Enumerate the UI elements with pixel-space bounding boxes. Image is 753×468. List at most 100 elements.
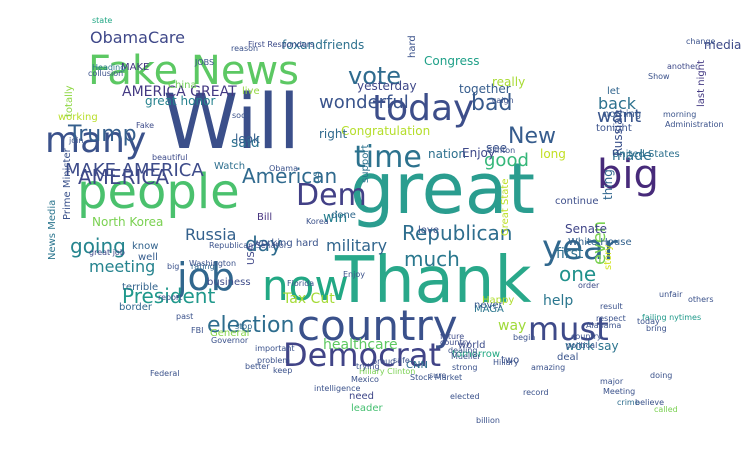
cloud-word: deal bbox=[557, 352, 578, 363]
cloud-word: nothing bbox=[603, 109, 641, 120]
cloud-word: done bbox=[331, 210, 356, 221]
cloud-word: major bbox=[600, 377, 624, 386]
cloud-word: AMERICA GREAT bbox=[122, 84, 237, 100]
cloud-word: country bbox=[571, 332, 602, 341]
cloud-word: caign bbox=[492, 96, 514, 105]
cloud-word: going bbox=[70, 234, 126, 258]
cloud-word: day bbox=[245, 232, 282, 256]
cloud-word: President bbox=[122, 284, 215, 308]
cloud-word: many bbox=[45, 120, 146, 161]
cloud-word: two bbox=[501, 355, 519, 366]
cloud-word: win bbox=[323, 210, 347, 226]
cloud-word: New bbox=[508, 124, 556, 149]
cloud-word: keep bbox=[273, 366, 292, 375]
cloud-word: JOBS bbox=[194, 58, 214, 67]
cloud-word: sure bbox=[429, 371, 446, 380]
cloud-word: political bbox=[566, 341, 597, 350]
cloud-word: Washington bbox=[189, 259, 236, 268]
cloud-word: job bbox=[176, 255, 235, 299]
cloud-word: year bbox=[542, 228, 618, 268]
cloud-word: border bbox=[119, 302, 153, 313]
cloud-word: elected bbox=[450, 392, 480, 401]
cloud-word: General bbox=[210, 328, 249, 339]
cloud-word: said bbox=[231, 135, 260, 151]
cloud-word: crime bbox=[617, 398, 640, 407]
cloud-word: order bbox=[578, 281, 600, 290]
cloud-word: China bbox=[168, 80, 197, 91]
cloud-word: Tax Cut bbox=[282, 291, 335, 307]
cloud-word: Enjoy bbox=[462, 146, 495, 160]
cloud-word: last night bbox=[696, 60, 707, 107]
cloud-word: Happy bbox=[482, 295, 514, 306]
cloud-word: North Korea bbox=[92, 215, 163, 229]
cloud-word: Korea bbox=[306, 217, 329, 226]
cloud-word: love bbox=[418, 225, 439, 236]
cloud-word: unfair bbox=[659, 290, 683, 299]
cloud-word: leader bbox=[351, 403, 384, 414]
cloud-word: American bbox=[242, 164, 337, 188]
cloud-word: state bbox=[92, 16, 112, 25]
cloud-word: intelligence bbox=[314, 384, 360, 393]
cloud-word: right bbox=[319, 127, 347, 141]
cloud-word: military bbox=[326, 236, 387, 255]
cloud-word: Enjoy bbox=[343, 270, 365, 279]
cloud-word: report bbox=[158, 293, 182, 302]
cloud-word: join bbox=[68, 136, 83, 145]
cloud-word: story bbox=[603, 245, 614, 270]
cloud-word: Bill bbox=[257, 212, 272, 223]
cloud-word: let bbox=[607, 86, 620, 97]
cloud-word: together bbox=[459, 82, 511, 96]
cloud-word: big bbox=[167, 262, 179, 271]
cloud-word: bad bbox=[471, 91, 512, 116]
cloud-word: time bbox=[354, 140, 422, 175]
cloud-word: White House bbox=[568, 237, 632, 248]
cloud-word: working bbox=[58, 112, 98, 123]
cloud-word: look bbox=[235, 132, 260, 146]
cloud-word: others bbox=[688, 295, 713, 304]
cloud-word: Alabama bbox=[586, 321, 621, 330]
cloud-word: well bbox=[138, 252, 158, 263]
cloud-word: Fake News bbox=[88, 48, 299, 94]
cloud-word: called bbox=[654, 405, 678, 414]
cloud-word: reason bbox=[231, 44, 258, 53]
cloud-word: News Media bbox=[47, 200, 58, 260]
cloud-word: must bbox=[528, 310, 609, 348]
cloud-word: Republican Senator bbox=[209, 241, 288, 250]
cloud-word: record bbox=[523, 388, 549, 397]
cloud-word: Mexico bbox=[351, 375, 379, 384]
cloud-word: nation bbox=[428, 147, 466, 161]
cloud-word: live bbox=[242, 86, 260, 97]
cloud-word: world bbox=[458, 340, 486, 351]
cloud-word: first bbox=[556, 246, 584, 262]
cloud-word: Obama bbox=[269, 164, 298, 173]
cloud-word: First Responders bbox=[248, 40, 314, 49]
cloud-word: soon bbox=[232, 111, 251, 120]
cloud-word: one bbox=[559, 262, 596, 286]
cloud-word: yesterday bbox=[357, 79, 417, 93]
cloud-word: great job bbox=[89, 248, 125, 257]
cloud-word: country bbox=[440, 338, 471, 347]
cloud-word: failing nytimes bbox=[642, 313, 701, 322]
cloud-word: today bbox=[637, 317, 660, 326]
cloud-word: Congress bbox=[424, 54, 480, 68]
cloud-word: FBI bbox=[191, 326, 203, 335]
cloud-word: Russian bbox=[611, 110, 625, 156]
cloud-word: Thank bbox=[334, 244, 532, 318]
cloud-word: CNN bbox=[406, 360, 428, 371]
cloud-word: safe bbox=[393, 356, 410, 365]
cloud-word: USA bbox=[246, 244, 257, 265]
cloud-word: dealing bbox=[448, 346, 478, 355]
cloud-word: Administration bbox=[665, 120, 724, 129]
cloud-word: election bbox=[207, 313, 294, 338]
cloud-word: amazing bbox=[531, 363, 565, 372]
cloud-word: great honor bbox=[145, 94, 215, 108]
cloud-word: Dem bbox=[296, 178, 367, 213]
cloud-word: long bbox=[540, 147, 566, 161]
cloud-word: know bbox=[132, 241, 158, 252]
cloud-word: continue bbox=[555, 196, 598, 207]
cloud-word: Florida bbox=[287, 279, 314, 288]
cloud-word: collusion bbox=[88, 69, 123, 78]
cloud-word: Hillary bbox=[493, 358, 519, 367]
